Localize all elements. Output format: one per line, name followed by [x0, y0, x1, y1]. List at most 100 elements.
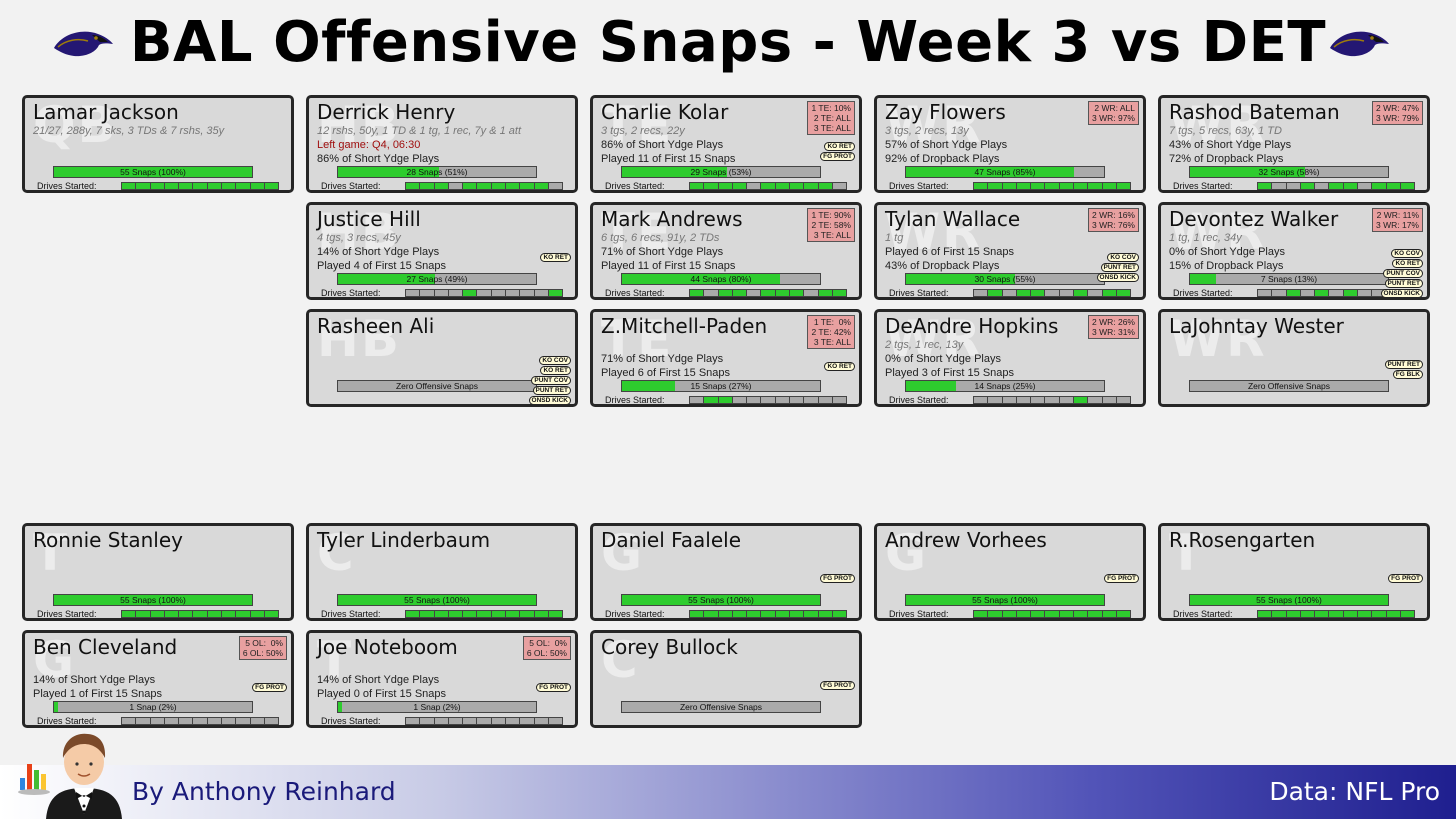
player-card[interactable]: G Daniel Faalele 55 Snaps (100%) Drives Sta…: [590, 523, 862, 621]
snap-count-label: 55 Snaps (100%): [120, 595, 186, 605]
drive-cell: [447, 717, 464, 725]
drive-cells: [1257, 289, 1416, 297]
drive-cell: [789, 182, 805, 190]
drive-cell: [746, 396, 762, 404]
drive-cell: [462, 182, 478, 190]
drive-cell: [462, 610, 478, 618]
drive-cell: [405, 717, 421, 725]
special-teams-tag: KO COV: [1107, 253, 1139, 262]
snap-share-bar: 7 Snaps (13%): [1189, 273, 1389, 285]
drive-cells: [121, 610, 280, 618]
special-teams-tag: KO RET: [824, 142, 855, 151]
special-teams-tag: PUNT RET: [1100, 263, 1139, 272]
player-card[interactable]: HB Rasheen Ali Zero Offensive Snaps KO COV K…: [306, 309, 578, 407]
player-card[interactable]: WR Tylan Wallace 1 tg Played 6 of First 15 …: [874, 202, 1146, 300]
position-watermark: WR: [1169, 203, 1267, 261]
snap-share-bar: 14 Snaps (25%): [905, 380, 1105, 392]
player-card[interactable]: C Corey Bullock Zero Offensive Snaps FG PRO…: [590, 630, 862, 728]
snap-count-label: 28 Snaps (51%): [406, 167, 468, 177]
drive-cell: [1001, 289, 1017, 297]
drive-cell: [433, 182, 449, 190]
player-card[interactable]: TE Mark Andrews 6 tgs, 6 recs, 91y, 2 TDs 7…: [590, 202, 862, 300]
drive-cell: [447, 610, 464, 618]
drives-started-label: Drives Started:: [37, 716, 97, 726]
player-name: Ben Cleveland: [33, 635, 178, 659]
drive-cell: [817, 396, 833, 404]
drive-cell: [1058, 610, 1075, 618]
drive-cell: [803, 610, 819, 618]
stat-line: Played 1 of First 15 Snaps: [33, 688, 163, 700]
drive-cell: [1015, 396, 1032, 404]
player-card[interactable]: T Ronnie Stanley 55 Snaps (100%) Drives Sta…: [22, 523, 294, 621]
position-watermark: TE: [601, 203, 674, 261]
player-card[interactable]: WR DeAndre Hopkins 2 tgs, 1 rec, 13y 0% of …: [874, 309, 1146, 407]
drive-cell: [731, 610, 748, 618]
drive-cell: [1285, 182, 1301, 190]
stat-line: 14% of Short Ydge Plays: [317, 674, 440, 686]
drives-started-label: Drives Started:: [605, 181, 665, 191]
formation-share-box: 2 WR: 11% 3 WR: 17%: [1372, 208, 1423, 232]
snap-share-bar: 1 Snap (2%): [337, 701, 537, 713]
drive-cell: [533, 610, 549, 618]
drive-cells: [405, 610, 564, 618]
drives-started-label: Drives Started:: [889, 609, 949, 619]
drives-started-label: Drives Started:: [605, 395, 665, 405]
stat-line: 3 tgs, 2 recs, 13y: [885, 125, 969, 137]
drives-started: Drives Started:: [321, 609, 564, 618]
special-teams-tags: KO COV PUNT RET ONSD KICK: [1096, 253, 1139, 283]
drive-cell: [547, 610, 564, 618]
player-name: Zay Flowers: [885, 100, 1006, 124]
player-card[interactable]: HB Justice Hill 4 tgs, 3 recs, 45y 14% of S…: [306, 202, 578, 300]
drive-cell: [547, 182, 564, 190]
stat-line: [601, 338, 791, 352]
player-card[interactable]: WR Devontez Walker 1 tg, 1 rec, 34y 0% of S…: [1158, 202, 1430, 300]
player-card[interactable]: T R.Rosengarten 55 Snaps (100%) Drives Star…: [1158, 523, 1430, 621]
drives-started: Drives Started:: [37, 181, 280, 190]
stat-line: 1 tg: [885, 232, 904, 244]
player-card[interactable]: G Ben Cleveland 14% of Short Ydge Plays Pl…: [22, 630, 294, 728]
snap-share-fill: [54, 167, 252, 177]
drives-started-label: Drives Started:: [321, 288, 381, 298]
player-card[interactable]: WR Rashod Bateman 7 tgs, 5 recs, 63y, 1 TD…: [1158, 95, 1430, 193]
position-watermark: WR: [885, 96, 983, 154]
drive-cell: [192, 717, 208, 725]
stat-line: 0% of Short Ydge Plays: [1169, 246, 1285, 258]
drive-cell: [1399, 182, 1416, 190]
player-stat-lines: 12 rshs, 50y, 1 TD & 1 tg, 1 rec, 7y & 1…: [317, 124, 521, 166]
drive-cell: [206, 717, 223, 725]
player-card[interactable]: TE Z.Mitchell-Paden 71% of Short Ydge Pla…: [590, 309, 862, 407]
snap-count-label: 55 Snaps (100%): [404, 595, 470, 605]
formation-share-box: 5 OL: 0% 6 OL: 50%: [238, 636, 287, 660]
formation-share-box: 5 OL: 0% 6 OL: 50%: [522, 636, 571, 660]
player-card[interactable]: WR LaJohntay Wester Zero Offensive Snaps PU…: [1158, 309, 1430, 407]
snap-share-fill: [54, 702, 58, 712]
player-name: Devontez Walker: [1169, 207, 1339, 231]
drive-cell: [149, 717, 165, 725]
special-teams-tag: FG PROT: [820, 152, 855, 161]
drives-started: Drives Started:: [605, 181, 848, 191]
special-teams-tag: KO COV: [1391, 249, 1423, 258]
special-teams-tag: PUNT RET: [1384, 360, 1423, 369]
drives-started: Drives Started:: [889, 609, 1132, 619]
drives-started-label: Drives Started:: [37, 609, 97, 619]
drive-cell: [1015, 289, 1032, 297]
drives-started: Drives Started:: [1173, 288, 1416, 297]
player-card[interactable]: G Andrew Vorhees 55 Snaps (100%) Drives Sta…: [874, 523, 1146, 621]
player-card[interactable]: QB Lamar Jackson 21/27, 288y, 7 sks, 3 TDs…: [22, 95, 294, 193]
player-card[interactable]: HB Derrick Henry 12 rshs, 50y, 1 TD & 1 tg…: [306, 95, 578, 193]
drives-started-label: Drives Started:: [889, 288, 949, 298]
drives-started-label: Drives Started:: [1173, 181, 1233, 191]
drives-started: Drives Started:: [1173, 181, 1416, 191]
drive-cell: [135, 610, 151, 618]
player-name: Charlie Kolar: [601, 100, 729, 124]
player-card[interactable]: TE Charlie Kolar 3 tgs, 2 recs, 22y 86% of …: [590, 95, 862, 193]
player-card[interactable]: WR Zay Flowers 3 tgs, 2 recs, 13y 57% of Sh…: [874, 95, 1146, 193]
player-card[interactable]: C Tyler Linderbaum 55 Snaps (100%) Drives S…: [306, 523, 578, 621]
drives-started: Drives Started:: [605, 609, 848, 618]
player-card[interactable]: T Joe Noteboom 14% of Short Ydge Plays Pla…: [306, 630, 578, 728]
player-name: DeAndre Hopkins: [885, 314, 1059, 338]
special-teams-tag: KO RET: [824, 362, 855, 371]
stat-line: 6 tgs, 6 recs, 91y, 2 TDs: [601, 232, 720, 244]
stat-line: [317, 659, 507, 673]
drive-cell: [1001, 182, 1017, 190]
